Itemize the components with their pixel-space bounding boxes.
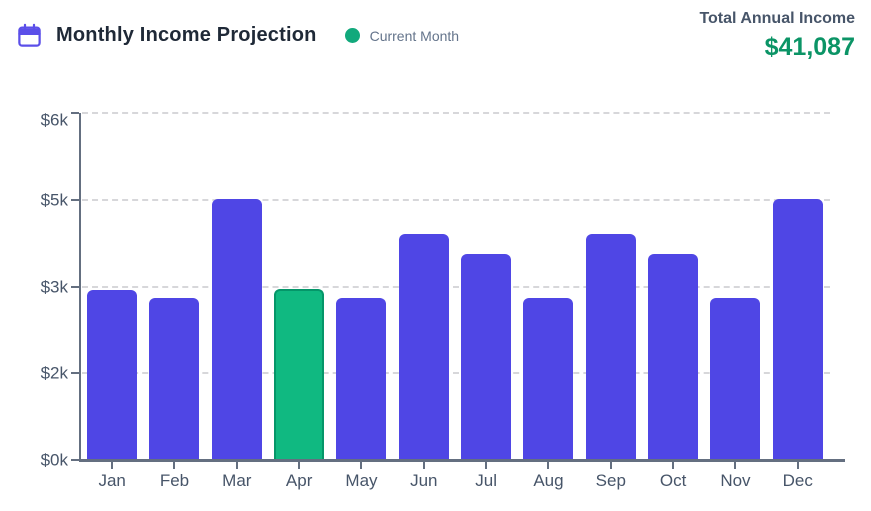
x-axis-label-apr: Apr <box>285 471 313 490</box>
y-tick-mark <box>71 459 79 461</box>
x-axis-label-nov: Nov <box>720 471 751 490</box>
bar-dec[interactable] <box>772 198 823 460</box>
y-axis-label: $2k <box>40 363 68 383</box>
x-tick-mark <box>609 461 612 469</box>
x-tick-mark <box>734 461 737 469</box>
bar-band-apr: Apr <box>268 113 330 490</box>
bar-jan[interactable] <box>87 290 138 460</box>
y-axis-label: $0k <box>40 450 68 470</box>
x-tick-mark <box>422 461 425 469</box>
x-axis-label-feb: Feb <box>159 471 190 490</box>
y-axis-label: $3k <box>40 277 68 296</box>
card-header: Monthly Income Projection Current Month … <box>16 0 855 80</box>
bar-chart-plot: $0k $2k $3k $5k $6k Jan Feb Mar Apr May Jun Jul Aug… <box>41 112 845 490</box>
bar-jul[interactable] <box>461 254 512 460</box>
y-axis-line <box>79 113 81 460</box>
bar-band-jan: Jan <box>81 113 143 490</box>
gridline-6k <box>82 112 830 114</box>
legend-dot-icon <box>344 28 360 43</box>
bar-sep[interactable] <box>585 234 636 460</box>
bar-oct[interactable] <box>648 254 699 460</box>
x-axis-label-mar: Mar <box>222 471 252 490</box>
bar-band-mar: Mar <box>206 113 268 490</box>
bars-layer: Jan Feb Mar Apr May Jun Jul Aug Sep Oct Nov Dec <box>81 113 829 490</box>
chart-title: Monthly Income Projection <box>56 24 317 46</box>
gridline-5k <box>82 198 830 201</box>
total-income-label: Total Annual Income <box>699 10 855 27</box>
bar-band-jun: Jun <box>393 113 455 490</box>
x-tick-mark <box>547 461 550 469</box>
bar-apr[interactable] <box>274 288 325 460</box>
x-tick-mark <box>485 461 488 469</box>
gridline-2k <box>82 372 830 375</box>
bar-band-feb: Feb <box>143 113 205 490</box>
bar-band-sep: Sep <box>580 113 642 490</box>
bar-band-aug: Aug <box>517 113 579 490</box>
x-axis-label-sep: Sep <box>595 471 626 490</box>
x-tick-mark <box>173 461 176 469</box>
total-income-value: $41,087 <box>764 33 855 61</box>
x-tick-mark <box>111 461 114 469</box>
bar-band-may: May <box>330 113 392 490</box>
gridline-3k <box>82 285 830 288</box>
legend-current-month: Current Month <box>344 27 460 44</box>
y-tick-mark <box>71 112 79 114</box>
x-axis-label-jul: Jul <box>475 471 497 490</box>
y-tick-mark <box>71 372 79 375</box>
x-axis-label-jan: Jan <box>98 471 126 490</box>
y-axis-label: $6k <box>40 110 68 130</box>
bar-band-dec: Dec <box>767 113 829 490</box>
bar-jun[interactable] <box>398 234 449 460</box>
x-axis-label-oct: Oct <box>659 471 687 490</box>
y-tick-mark <box>71 285 79 288</box>
x-tick-mark <box>298 461 301 469</box>
bar-band-nov: Nov <box>704 113 766 490</box>
x-axis-line <box>79 459 845 462</box>
bar-may[interactable] <box>336 297 387 460</box>
bar-nov[interactable] <box>710 298 761 460</box>
x-tick-mark <box>235 461 238 469</box>
y-tick-mark <box>71 198 79 201</box>
bar-mar[interactable] <box>211 198 262 460</box>
x-axis-label-dec: Dec <box>782 471 813 490</box>
total-annual-income: Total Annual Income $41,087 <box>699 10 855 62</box>
x-tick-mark <box>360 461 363 469</box>
legend-label: Current Month <box>369 27 460 44</box>
x-tick-mark <box>796 461 799 469</box>
x-axis-label-may: May <box>345 471 378 490</box>
bar-feb[interactable] <box>149 297 200 460</box>
y-axis-label: $5k <box>40 190 68 210</box>
x-axis-label-jun: Jun <box>410 471 438 490</box>
bar-band-oct: Oct <box>642 113 704 490</box>
x-axis-label-aug: Aug <box>533 471 564 490</box>
bar-aug[interactable] <box>523 297 574 460</box>
title-group: Monthly Income Projection Current Month <box>16 22 459 49</box>
bar-band-jul: Jul <box>455 113 517 490</box>
x-tick-mark <box>672 461 675 469</box>
calendar-icon <box>18 23 41 47</box>
